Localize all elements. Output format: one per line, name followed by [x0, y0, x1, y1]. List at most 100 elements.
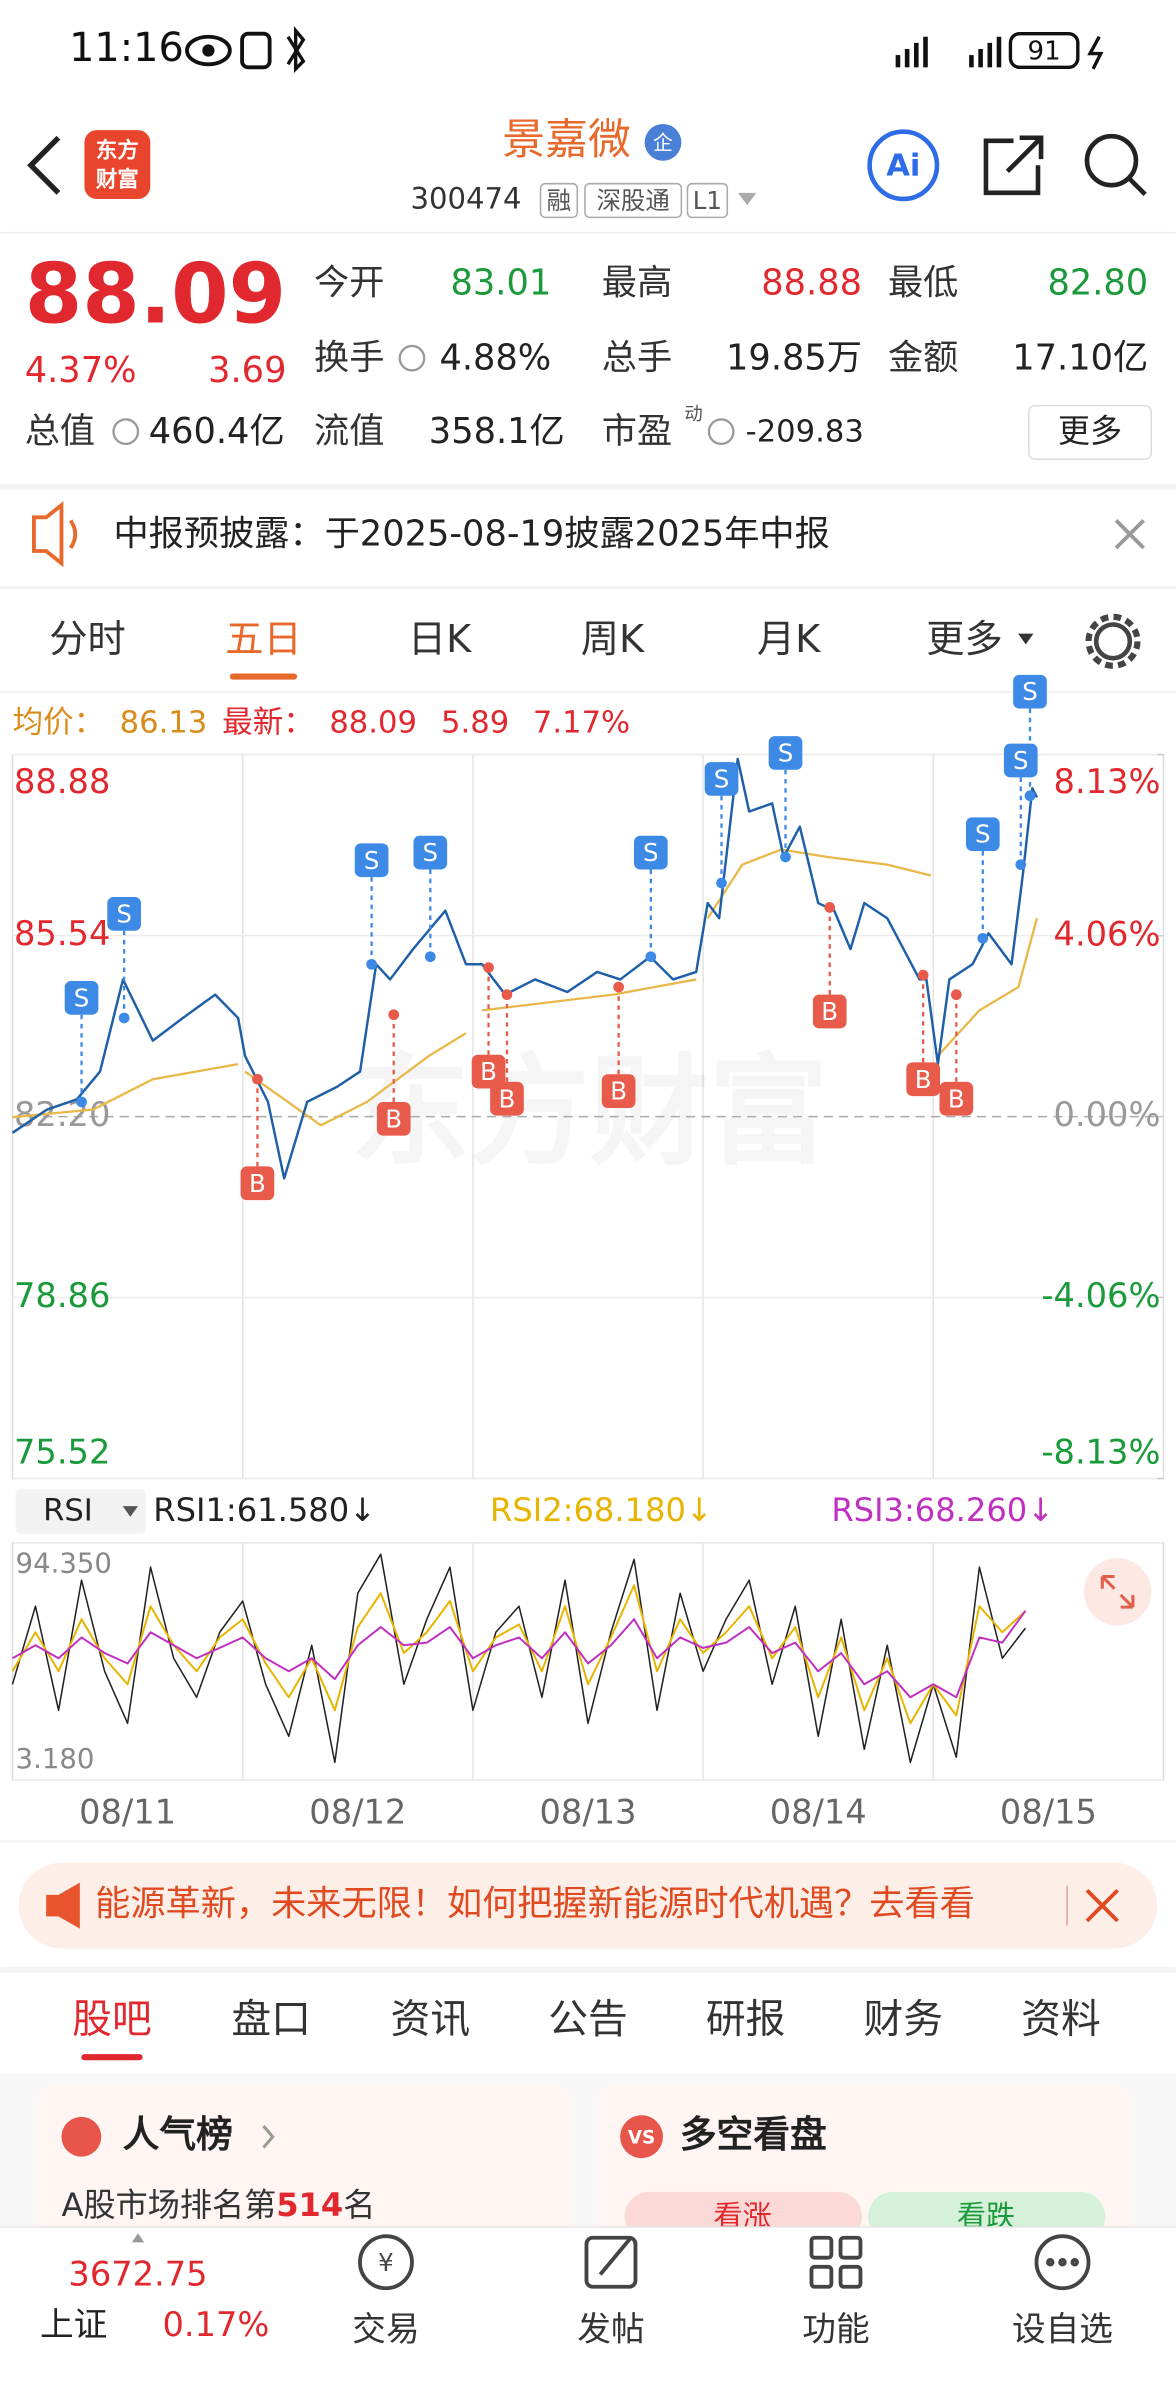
marker-box [240, 1166, 275, 1201]
vs-icon-text: VS [628, 2127, 655, 2148]
content-tab[interactable]: 财务 [864, 1996, 944, 2042]
content-tab[interactable]: 盘口 [231, 1996, 311, 2042]
charging-icon [1087, 35, 1104, 70]
chart-tab[interactable]: 周K [581, 617, 645, 662]
chart-tab[interactable]: 月K [757, 617, 821, 662]
y-tick-label: 85.54 [14, 914, 110, 953]
content-tab[interactable]: 股吧 [72, 1996, 152, 2042]
more-arrow [1018, 633, 1034, 645]
marker-label: S [423, 838, 439, 867]
close-banner[interactable] [1085, 1888, 1119, 1923]
tag: L1 [693, 186, 722, 215]
content-tab[interactable]: 研报 [706, 1996, 786, 2042]
settings-button[interactable] [1093, 622, 1133, 661]
marker-box [107, 897, 141, 931]
marker-dot [118, 1012, 130, 1024]
marker-label: S [116, 899, 132, 928]
marker-label: B [821, 997, 838, 1026]
marker-box [704, 762, 739, 796]
marker-dot [76, 1096, 87, 1108]
marker-box [906, 1062, 941, 1097]
marker-label: S [364, 846, 380, 875]
y2-tick-label: 4.06% [1054, 914, 1161, 953]
tag: 深股通 [596, 186, 669, 215]
close-notice[interactable] [1114, 519, 1145, 550]
quote-fields: 今开 83.01 最高 88.88 最低 82.80 换手 4.88% 总手 19.85万 金额 17… [25, 263, 1148, 452]
nav-item[interactable]: 设自选 [1012, 2310, 1113, 2349]
content-tab[interactable]: 资讯 [391, 1996, 471, 2042]
expand-icon [1100, 1575, 1135, 1609]
avg-value: 86.13 [120, 705, 208, 740]
index-arrow [131, 2233, 145, 2243]
field-value: 17.10亿 [1012, 338, 1148, 379]
field-label: 最高 [602, 263, 672, 304]
marker-box [1003, 743, 1038, 778]
popularity-card[interactable] [36, 2084, 573, 2254]
nav-items: 交易 发帖 功能 设自选 [352, 2310, 1113, 2349]
nav-item[interactable]: 功能 [802, 2310, 869, 2349]
x-tick-label: 08/11 [79, 1792, 176, 1831]
eye-icon [185, 34, 232, 67]
rsi-line [11, 1610, 1027, 1699]
marker-dot [917, 969, 929, 981]
field-value: 460.4亿 [149, 411, 285, 452]
marker-dot [388, 1009, 400, 1021]
marker-dot [613, 981, 624, 993]
info-icon [707, 418, 735, 446]
y-tick-label: 88.88 [14, 762, 110, 801]
chart-tab[interactable]: 分时 [49, 617, 126, 662]
marker-dot [483, 962, 494, 973]
marker-dot [424, 951, 436, 963]
popularity-title: 人气榜 [123, 2113, 233, 2156]
popularity-icon [61, 2116, 102, 2157]
marker-dot [366, 958, 377, 970]
field-value: 88.88 [761, 263, 862, 304]
promo-banner[interactable] [18, 1862, 1158, 1949]
content-tab[interactable]: 公告 [548, 1996, 628, 2042]
logo-text: 东方 [96, 138, 139, 164]
field-label: 金额 [888, 338, 958, 379]
marker-label: B [610, 1077, 627, 1106]
nav-item[interactable]: 发帖 [577, 2310, 644, 2349]
marker-label: S [975, 820, 991, 849]
field-label: 总手 [602, 338, 672, 379]
search-button[interactable] [1084, 133, 1139, 188]
banner-text: 能源革新，未来无限！如何把握新能源时代机遇？去看看 [95, 1884, 975, 1925]
field-label: 今开 [314, 263, 384, 304]
expand-button[interactable] [1083, 1558, 1152, 1626]
rsi-chart: 94.350 3.180 08/11 08/12 08/13 08/14 08/15 RSI1… [11, 1491, 1164, 1831]
content-tab[interactable]: 资料 [1021, 1996, 1101, 2042]
watermark: 东方财富 [351, 1043, 829, 1182]
chart-tab[interactable]: 日K [408, 617, 472, 662]
share-button[interactable] [983, 135, 1044, 196]
chart-tab[interactable]: 五日 [225, 617, 302, 662]
marker-box [376, 1101, 411, 1136]
content-tabs: 股吧 盘口 资讯 公告 研报 财务 资料 [72, 1996, 1101, 2061]
divider [0, 483, 1176, 490]
field-value: -209.83 [746, 415, 864, 450]
marker-label: B [480, 1057, 497, 1086]
app-logo [84, 130, 151, 199]
legend-entry: RSI2:68.180↓ [490, 1491, 713, 1529]
back-button[interactable] [27, 135, 61, 195]
marker-dot [977, 932, 989, 944]
marker-box [354, 843, 389, 878]
more-label: 更多 [1058, 412, 1122, 450]
field-value: 82.80 [1047, 263, 1148, 304]
marker-box [601, 1074, 636, 1108]
last-price: 88.09 [25, 246, 286, 342]
nav-item[interactable]: 交易 [352, 2310, 419, 2349]
indicator-select[interactable] [15, 1489, 146, 1534]
marker-box [1013, 674, 1047, 709]
battery [1008, 31, 1080, 70]
more-button[interactable] [1028, 404, 1153, 460]
marker-label: B [948, 1084, 965, 1113]
marker-label: B [249, 1169, 266, 1198]
rsi-line [11, 1553, 1027, 1764]
field-sup: 动 [684, 404, 702, 425]
stock-code: 300474 [410, 182, 521, 216]
y2-tick-label: 0.00% [1054, 1095, 1161, 1134]
chart-tab[interactable]: 更多 [926, 617, 1003, 662]
ai-button[interactable] [867, 129, 940, 202]
tag: 融 [547, 186, 571, 215]
